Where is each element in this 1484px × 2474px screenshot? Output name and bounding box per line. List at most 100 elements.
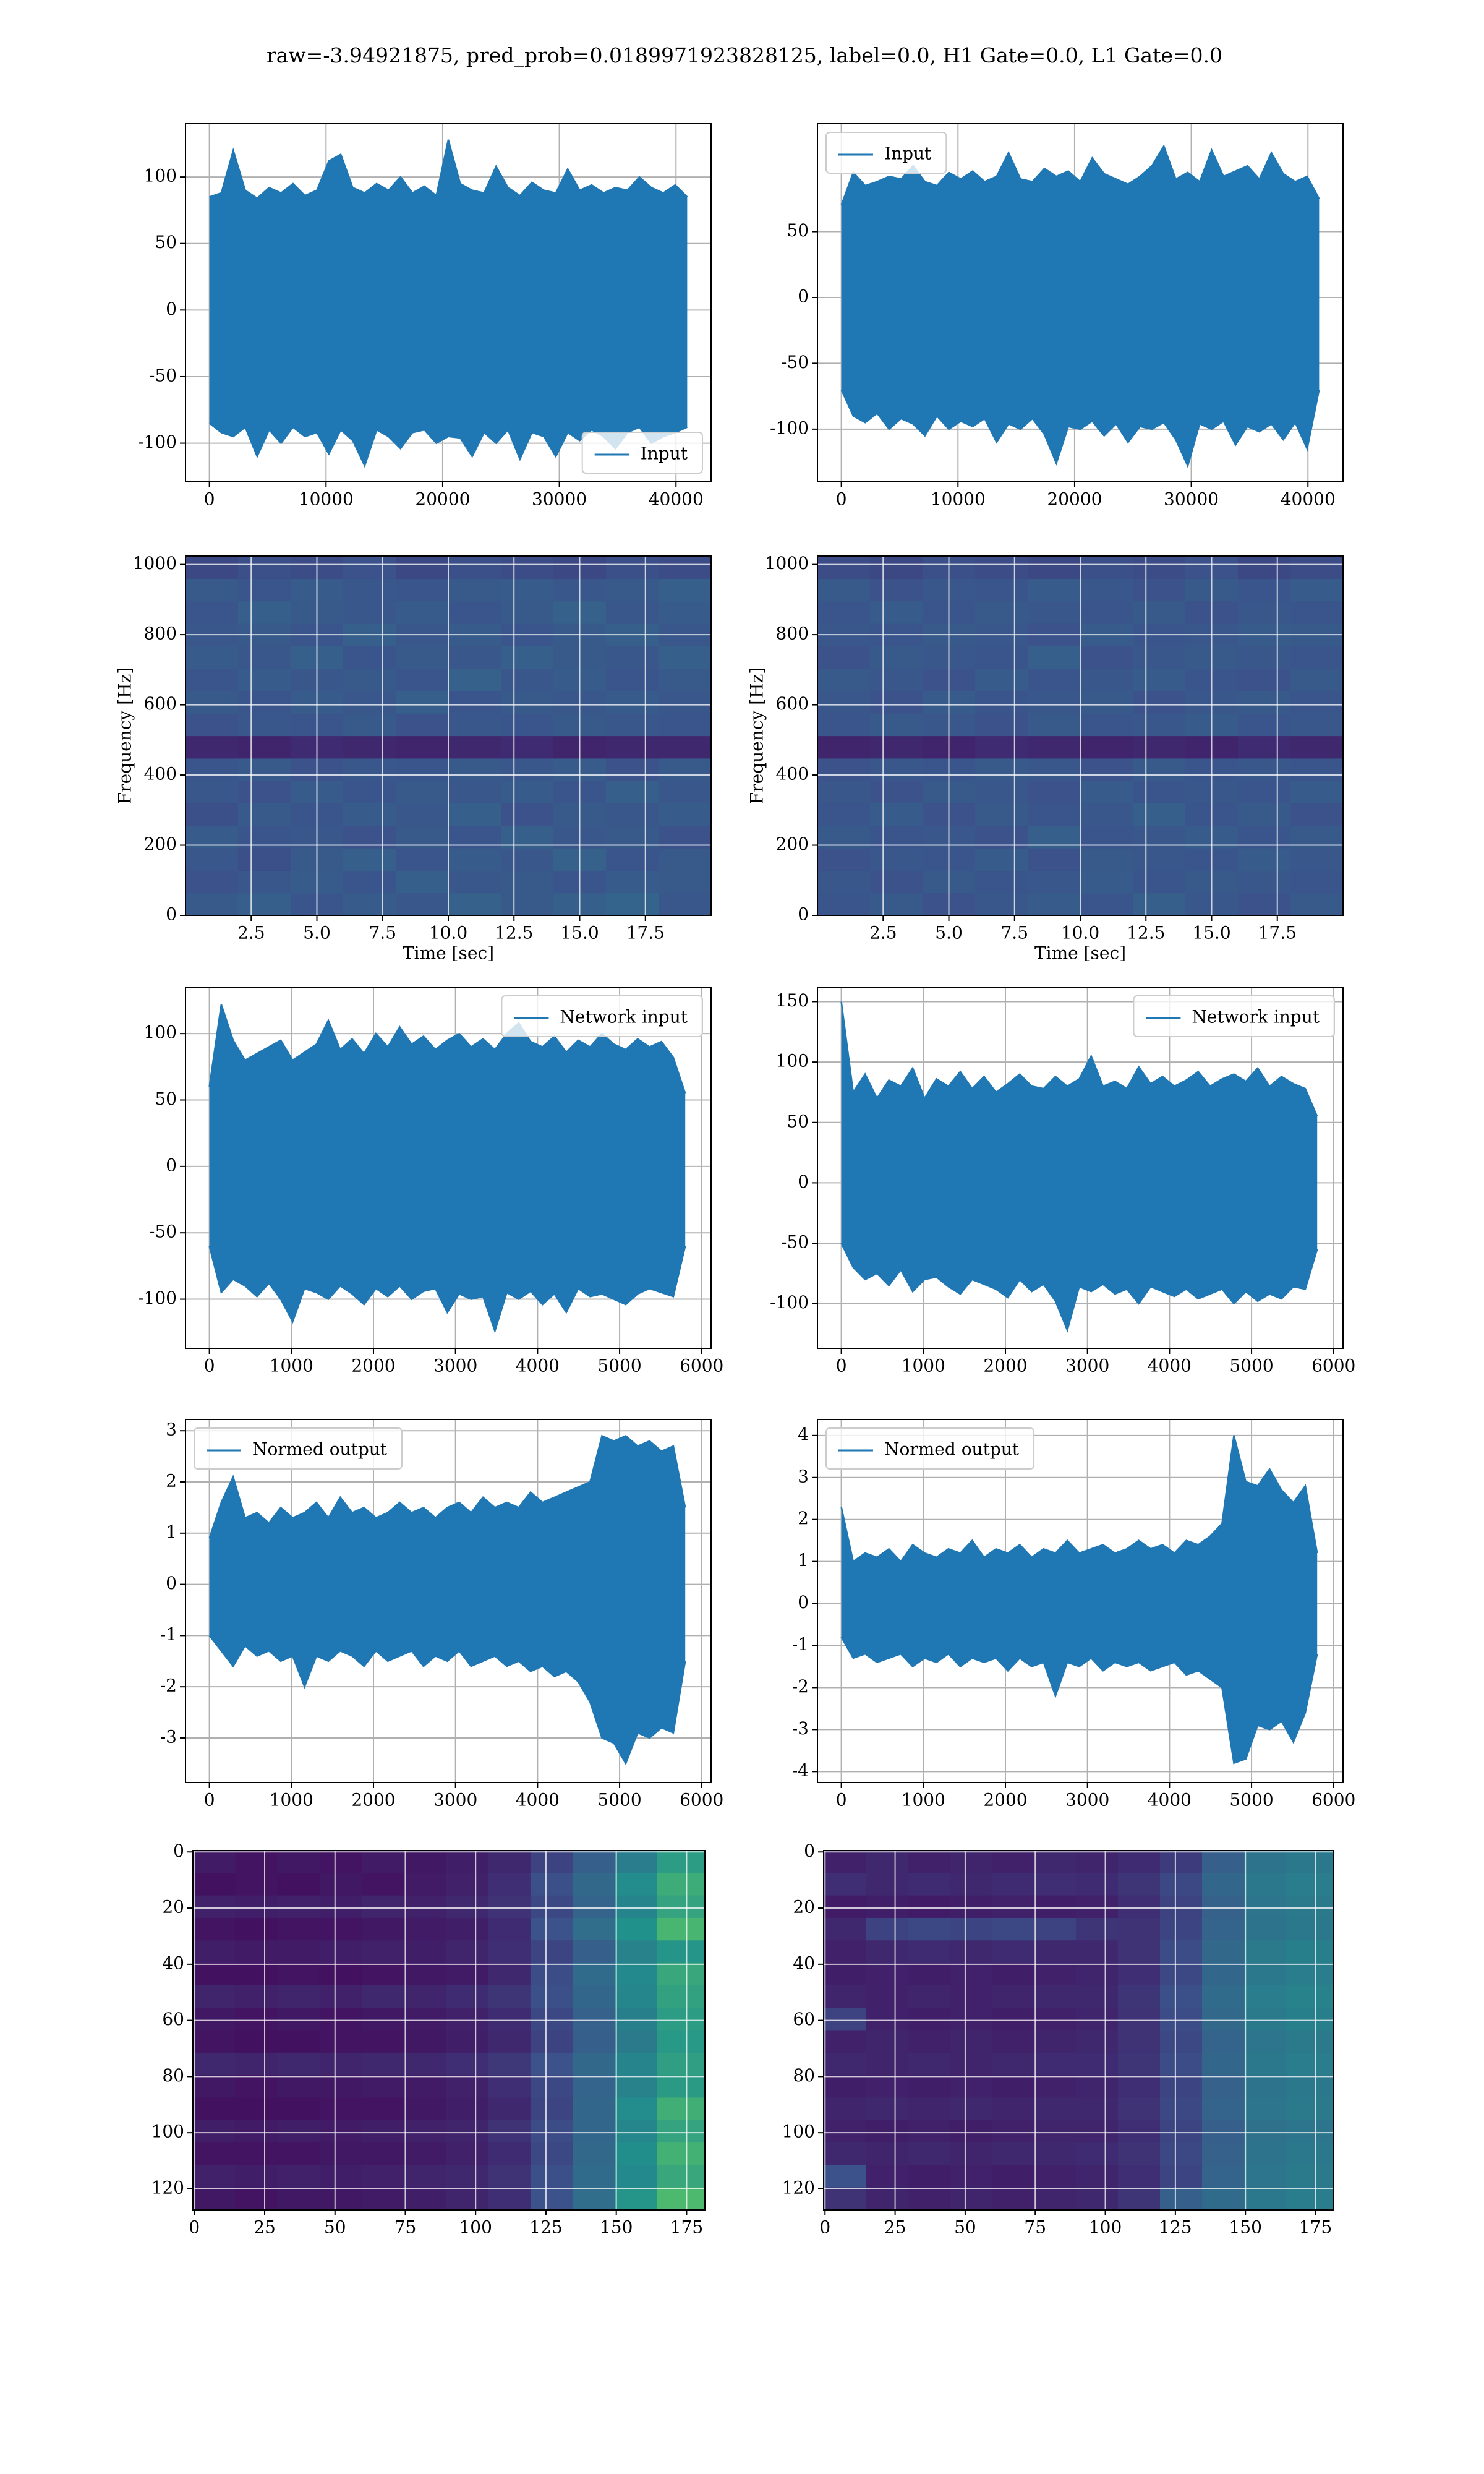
heat-cell (573, 2008, 616, 2031)
heat-cell (1290, 758, 1343, 781)
heat-cell (448, 892, 501, 915)
heat-cell (501, 758, 554, 781)
heat-cell (824, 1895, 866, 1919)
heat-cell (657, 1985, 705, 2008)
heat-cell (396, 892, 449, 915)
heat-cell (1238, 578, 1291, 602)
heat-cell (870, 758, 923, 781)
heat-cell (530, 2097, 573, 2121)
heat-cell (657, 2052, 705, 2076)
x-tick-label: 17.5 (1258, 923, 1297, 943)
heat-cell (238, 870, 291, 894)
heat-cell (396, 601, 449, 624)
heat-cell (817, 668, 871, 691)
x-tick-label: 2.5 (869, 923, 897, 943)
heat-cell (448, 848, 501, 871)
heat-cell (1028, 781, 1081, 804)
heat-cell (361, 2187, 404, 2210)
heat-cell (1286, 1851, 1334, 1873)
heat-cell (1243, 2075, 1287, 2099)
heat-cell (1117, 2142, 1161, 2165)
heat-cell (824, 2120, 866, 2143)
heat-cell (488, 2030, 531, 2053)
heat-cell (1243, 1940, 1287, 1964)
heat-cell (1033, 2142, 1077, 2165)
heat-cell (659, 690, 711, 714)
x-tick-label: 7.5 (1000, 923, 1028, 943)
heat-cell (991, 1917, 1034, 1941)
heat-cell (659, 713, 711, 737)
subplot: 0 10000 20000 30000 40000 -100 -50 0 50 Input (770, 123, 1344, 510)
heat-cell (817, 825, 871, 849)
heat-cell (1028, 848, 1081, 871)
x-tick-label: 2.5 (237, 923, 265, 943)
axes-frame (192, 1850, 706, 2211)
subplot: 0 25 50 75 100 125 150 175 0 20 40 60 80 100 120 (782, 1841, 1334, 2238)
heat-cell (1238, 556, 1291, 579)
legend-label: Input (641, 443, 688, 464)
heat-cell (396, 713, 449, 737)
heat-cell (488, 2187, 531, 2210)
heat-cell (1133, 848, 1186, 871)
heat-cell (615, 1985, 658, 2008)
heat-cell (319, 2165, 362, 2188)
envelope-fill (209, 139, 688, 466)
heat-cell (530, 1985, 573, 2008)
heat-cell (446, 1917, 489, 1941)
heat-cell (501, 556, 554, 579)
heat-cell (343, 601, 396, 624)
heat-cell (277, 2097, 320, 2121)
heat-cell (193, 2008, 236, 2031)
y-tick-label: 80 (162, 2065, 184, 2086)
heat-cell (1080, 803, 1133, 826)
heat-cell (1080, 735, 1133, 759)
heat-cell (277, 2075, 320, 2099)
x-tick-label: 1000 (902, 1356, 945, 1376)
heat-cell (606, 556, 659, 579)
y-tick-label: 800 (776, 623, 809, 644)
heat-cell (949, 1963, 992, 1986)
heat-cell (186, 870, 239, 894)
heat-cell (361, 1895, 404, 1919)
heat-cell (1133, 870, 1186, 894)
heat-cell (186, 781, 239, 804)
heat-cell (817, 870, 871, 894)
heat-cell (1080, 758, 1133, 781)
heat-cell (1290, 892, 1343, 915)
heat-cell (1290, 781, 1343, 804)
y-tick-label: 0 (798, 1592, 809, 1612)
heat-cell (573, 1940, 616, 1964)
heat-cell (975, 735, 1028, 759)
heat-cell (817, 578, 871, 602)
heat-cell (824, 2030, 866, 2053)
heat-cell (1028, 668, 1081, 691)
heat-cell (606, 646, 659, 669)
heat-cell (448, 646, 501, 669)
legend-box (825, 1427, 1035, 1470)
heat-cell (991, 2097, 1034, 2121)
axes-frame (817, 123, 1344, 482)
heat-cell (501, 825, 554, 849)
heat-cell (1238, 758, 1291, 781)
heat-cell (817, 781, 871, 804)
heat-cell (1238, 735, 1291, 759)
y-tick-label: 120 (151, 2177, 184, 2198)
y-tick-label: 2 (798, 1508, 809, 1528)
heat-cell (1238, 690, 1291, 714)
x-tick-label: 175 (1299, 2217, 1332, 2238)
y-tick-label: 3 (166, 1419, 177, 1440)
heat-cell (319, 1985, 362, 2008)
y-tick-label: -50 (149, 1222, 177, 1242)
heat-cell (573, 2142, 616, 2165)
heat-cell (319, 1851, 362, 1873)
heat-cell (361, 2075, 404, 2099)
heat-cell (1290, 668, 1343, 691)
heat-cell (1075, 2142, 1119, 2165)
heat-cell (343, 892, 396, 915)
heat-cell (949, 2165, 992, 2188)
x-tick-label: 10.0 (1061, 923, 1099, 943)
y-axis-label: Frequency [Hz] (747, 667, 767, 804)
heat-cell (1286, 2075, 1334, 2099)
heat-cell (488, 2097, 531, 2121)
heat-cell (991, 2165, 1034, 2188)
